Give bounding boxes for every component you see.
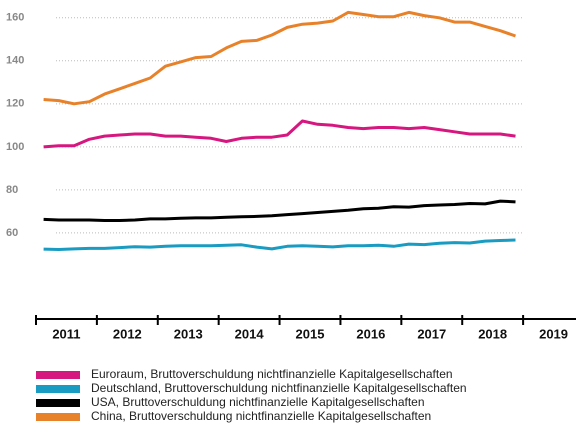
x-tick-label: 2019 [539, 326, 568, 341]
y-tick-label: 100 [6, 141, 24, 153]
y-tick-label: 120 [6, 98, 24, 110]
legend-swatch [36, 371, 80, 379]
legend-label: China, Bruttoverschuldung nichtfinanziel… [91, 409, 431, 423]
legend-swatch [36, 413, 80, 421]
x-tick-label: 2014 [235, 326, 265, 341]
y-tick-label: 60 [6, 227, 18, 239]
x-tick-label: 2018 [478, 326, 507, 341]
y-tick-label: 80 [6, 184, 18, 196]
x-tick-label: 2011 [52, 326, 80, 341]
legend-label: Euroraum, Bruttoverschuldung nichtfinanz… [91, 367, 453, 381]
series-line [43, 199, 516, 222]
x-tick-label: 2017 [417, 326, 446, 341]
legend-swatch [36, 399, 80, 407]
y-tick-label: 160 [6, 12, 24, 24]
legend-swatch [36, 385, 80, 393]
series-line [43, 238, 516, 251]
y-tick-label: 140 [6, 55, 24, 67]
series-line [43, 119, 516, 149]
series-line [43, 10, 516, 106]
x-tick-label: 2015 [296, 326, 325, 341]
x-tick-label: 2013 [174, 326, 203, 341]
x-tick-label: 2012 [113, 326, 142, 341]
legend-label: Deutschland, Bruttoverschuldung nichtfin… [91, 381, 467, 395]
legend-label: USA, Bruttoverschuldung nichtfinanzielle… [91, 395, 425, 409]
x-tick-label: 2016 [356, 326, 385, 341]
